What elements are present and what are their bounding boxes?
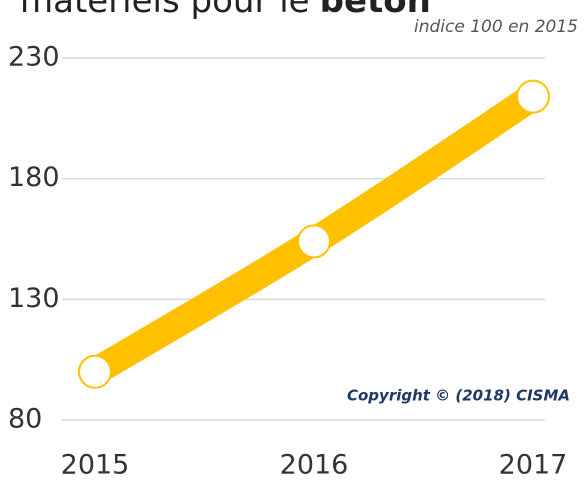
marker [297,224,331,259]
chart-title: matériels pour le béton [20,0,431,21]
y-tick-label: 230 [8,42,60,73]
copyright: Copyright © (2018) CISMA [347,387,570,405]
subtitle: indice 100 en 2015 [414,17,578,37]
x-tick-label: 2015 [61,450,130,480]
x-tick-label: 2017 [499,450,568,480]
y-tick-label: 130 [8,283,60,314]
y-tick-label: 80 [8,404,42,435]
marker [516,79,550,114]
y-tick-label: 180 [8,162,60,193]
marker [78,354,112,389]
x-tick-label: 2016 [280,450,349,480]
title-part: matériels pour le [20,0,310,21]
title-part-bold: béton [320,0,431,21]
